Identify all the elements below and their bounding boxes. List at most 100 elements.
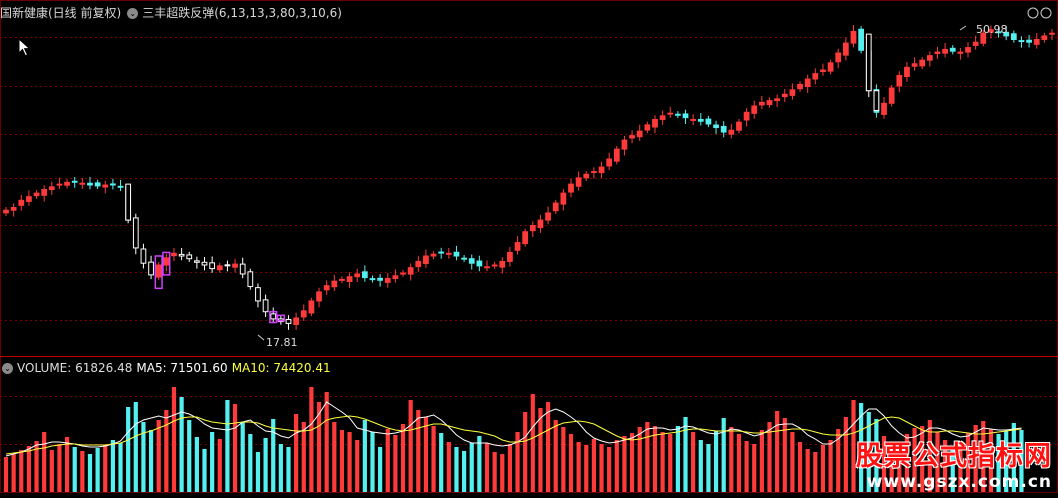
volume-bar (271, 419, 276, 492)
candle-body (537, 219, 544, 229)
volume-bar (736, 434, 742, 492)
volume-bar (118, 443, 123, 492)
candle-body (751, 105, 758, 114)
candle-body (919, 59, 926, 67)
candle-body (3, 209, 9, 214)
candle-body (552, 202, 559, 212)
volume-bar (72, 447, 77, 492)
candle-body (988, 29, 994, 33)
candle-body (591, 171, 597, 174)
candle-body (316, 291, 322, 302)
candle-body (606, 158, 613, 167)
chevron-down-icon[interactable]: ⌄ (127, 8, 139, 19)
volume-bar (301, 422, 306, 492)
candle-body (774, 98, 781, 102)
volume-bar (599, 444, 604, 492)
candle-body (140, 248, 147, 264)
indicator-name[interactable]: 三丰超跌反弹 (142, 6, 215, 20)
volume-bar (378, 447, 383, 492)
volume-bar (713, 431, 719, 492)
volume-bar (668, 434, 673, 492)
volume-bar (347, 432, 352, 492)
candle-body (430, 253, 437, 257)
ma10-line (5, 415, 1022, 455)
volume-bar (240, 422, 245, 492)
candle-body (842, 42, 849, 56)
candle-body (858, 28, 864, 51)
volume-bar (225, 400, 230, 492)
candle-body (48, 186, 55, 191)
candle-body (125, 183, 132, 221)
candle-body (820, 69, 826, 72)
chevron-down-icon[interactable]: ⌄ (2, 363, 13, 374)
candle-body (1049, 32, 1055, 35)
stock-title[interactable]: 国新健康(日线 前复权) (0, 6, 122, 20)
candle-body (438, 251, 445, 254)
volume-bar (881, 436, 887, 492)
volume-bar (996, 434, 1001, 492)
volume-bar (545, 402, 551, 492)
settings-icon[interactable] (1027, 7, 1052, 19)
volume-bar (629, 433, 635, 492)
volume-bar (820, 445, 826, 492)
candle-body (384, 277, 391, 283)
volume-bar (500, 454, 505, 492)
candle-body (377, 277, 383, 281)
signal-box (276, 314, 285, 322)
candle-body (132, 217, 139, 249)
volume-bar (950, 446, 955, 492)
candle-body (262, 299, 269, 313)
candle-body (613, 148, 620, 162)
candlestick-series (3, 25, 1055, 330)
candle-body (575, 177, 582, 187)
volume-bar (309, 387, 314, 492)
volume-bar (920, 426, 925, 492)
volume-bar (851, 400, 856, 492)
volume-bar (1019, 430, 1024, 492)
candle-body (484, 266, 490, 269)
volume-bar (691, 432, 696, 492)
candle-body (216, 265, 223, 271)
candle-body (865, 33, 872, 92)
candle-body (117, 185, 124, 188)
candle-body (644, 124, 651, 131)
candle-body (911, 63, 918, 67)
volume-bar (523, 412, 528, 492)
candle-body (323, 285, 330, 291)
volume-bar (782, 418, 787, 492)
volume-bar (637, 427, 642, 492)
ma5-line (5, 401, 1022, 457)
candle-body (415, 260, 422, 268)
candle-body (392, 275, 399, 279)
volume-bars (3, 387, 1024, 492)
volume-bar (232, 404, 238, 492)
volume-bar (416, 410, 421, 492)
candle-body (1026, 39, 1032, 43)
candle-body (736, 121, 742, 131)
volume-bar (49, 450, 54, 492)
volume-bar (324, 392, 329, 492)
candle-body (957, 51, 964, 54)
volume-bar (1004, 431, 1009, 492)
volume-bar (355, 440, 360, 492)
candle-body (255, 287, 261, 302)
candle-body (94, 182, 101, 187)
candle-body (186, 254, 193, 260)
candle-body (26, 196, 32, 202)
volume-bar (576, 442, 581, 492)
candle-body (18, 199, 25, 206)
candle-body (507, 251, 513, 262)
candle-body (896, 74, 903, 87)
candle-body (636, 130, 643, 138)
volume-bar (42, 432, 47, 492)
volume-bar (729, 427, 734, 492)
candle-body (178, 253, 185, 257)
candle-body (87, 182, 93, 186)
signal-box (269, 310, 278, 324)
candle-body (339, 278, 345, 281)
volume-bar (439, 433, 444, 492)
volume-bar (912, 428, 917, 492)
volume-bar (126, 407, 131, 492)
volume-bar (553, 420, 558, 492)
